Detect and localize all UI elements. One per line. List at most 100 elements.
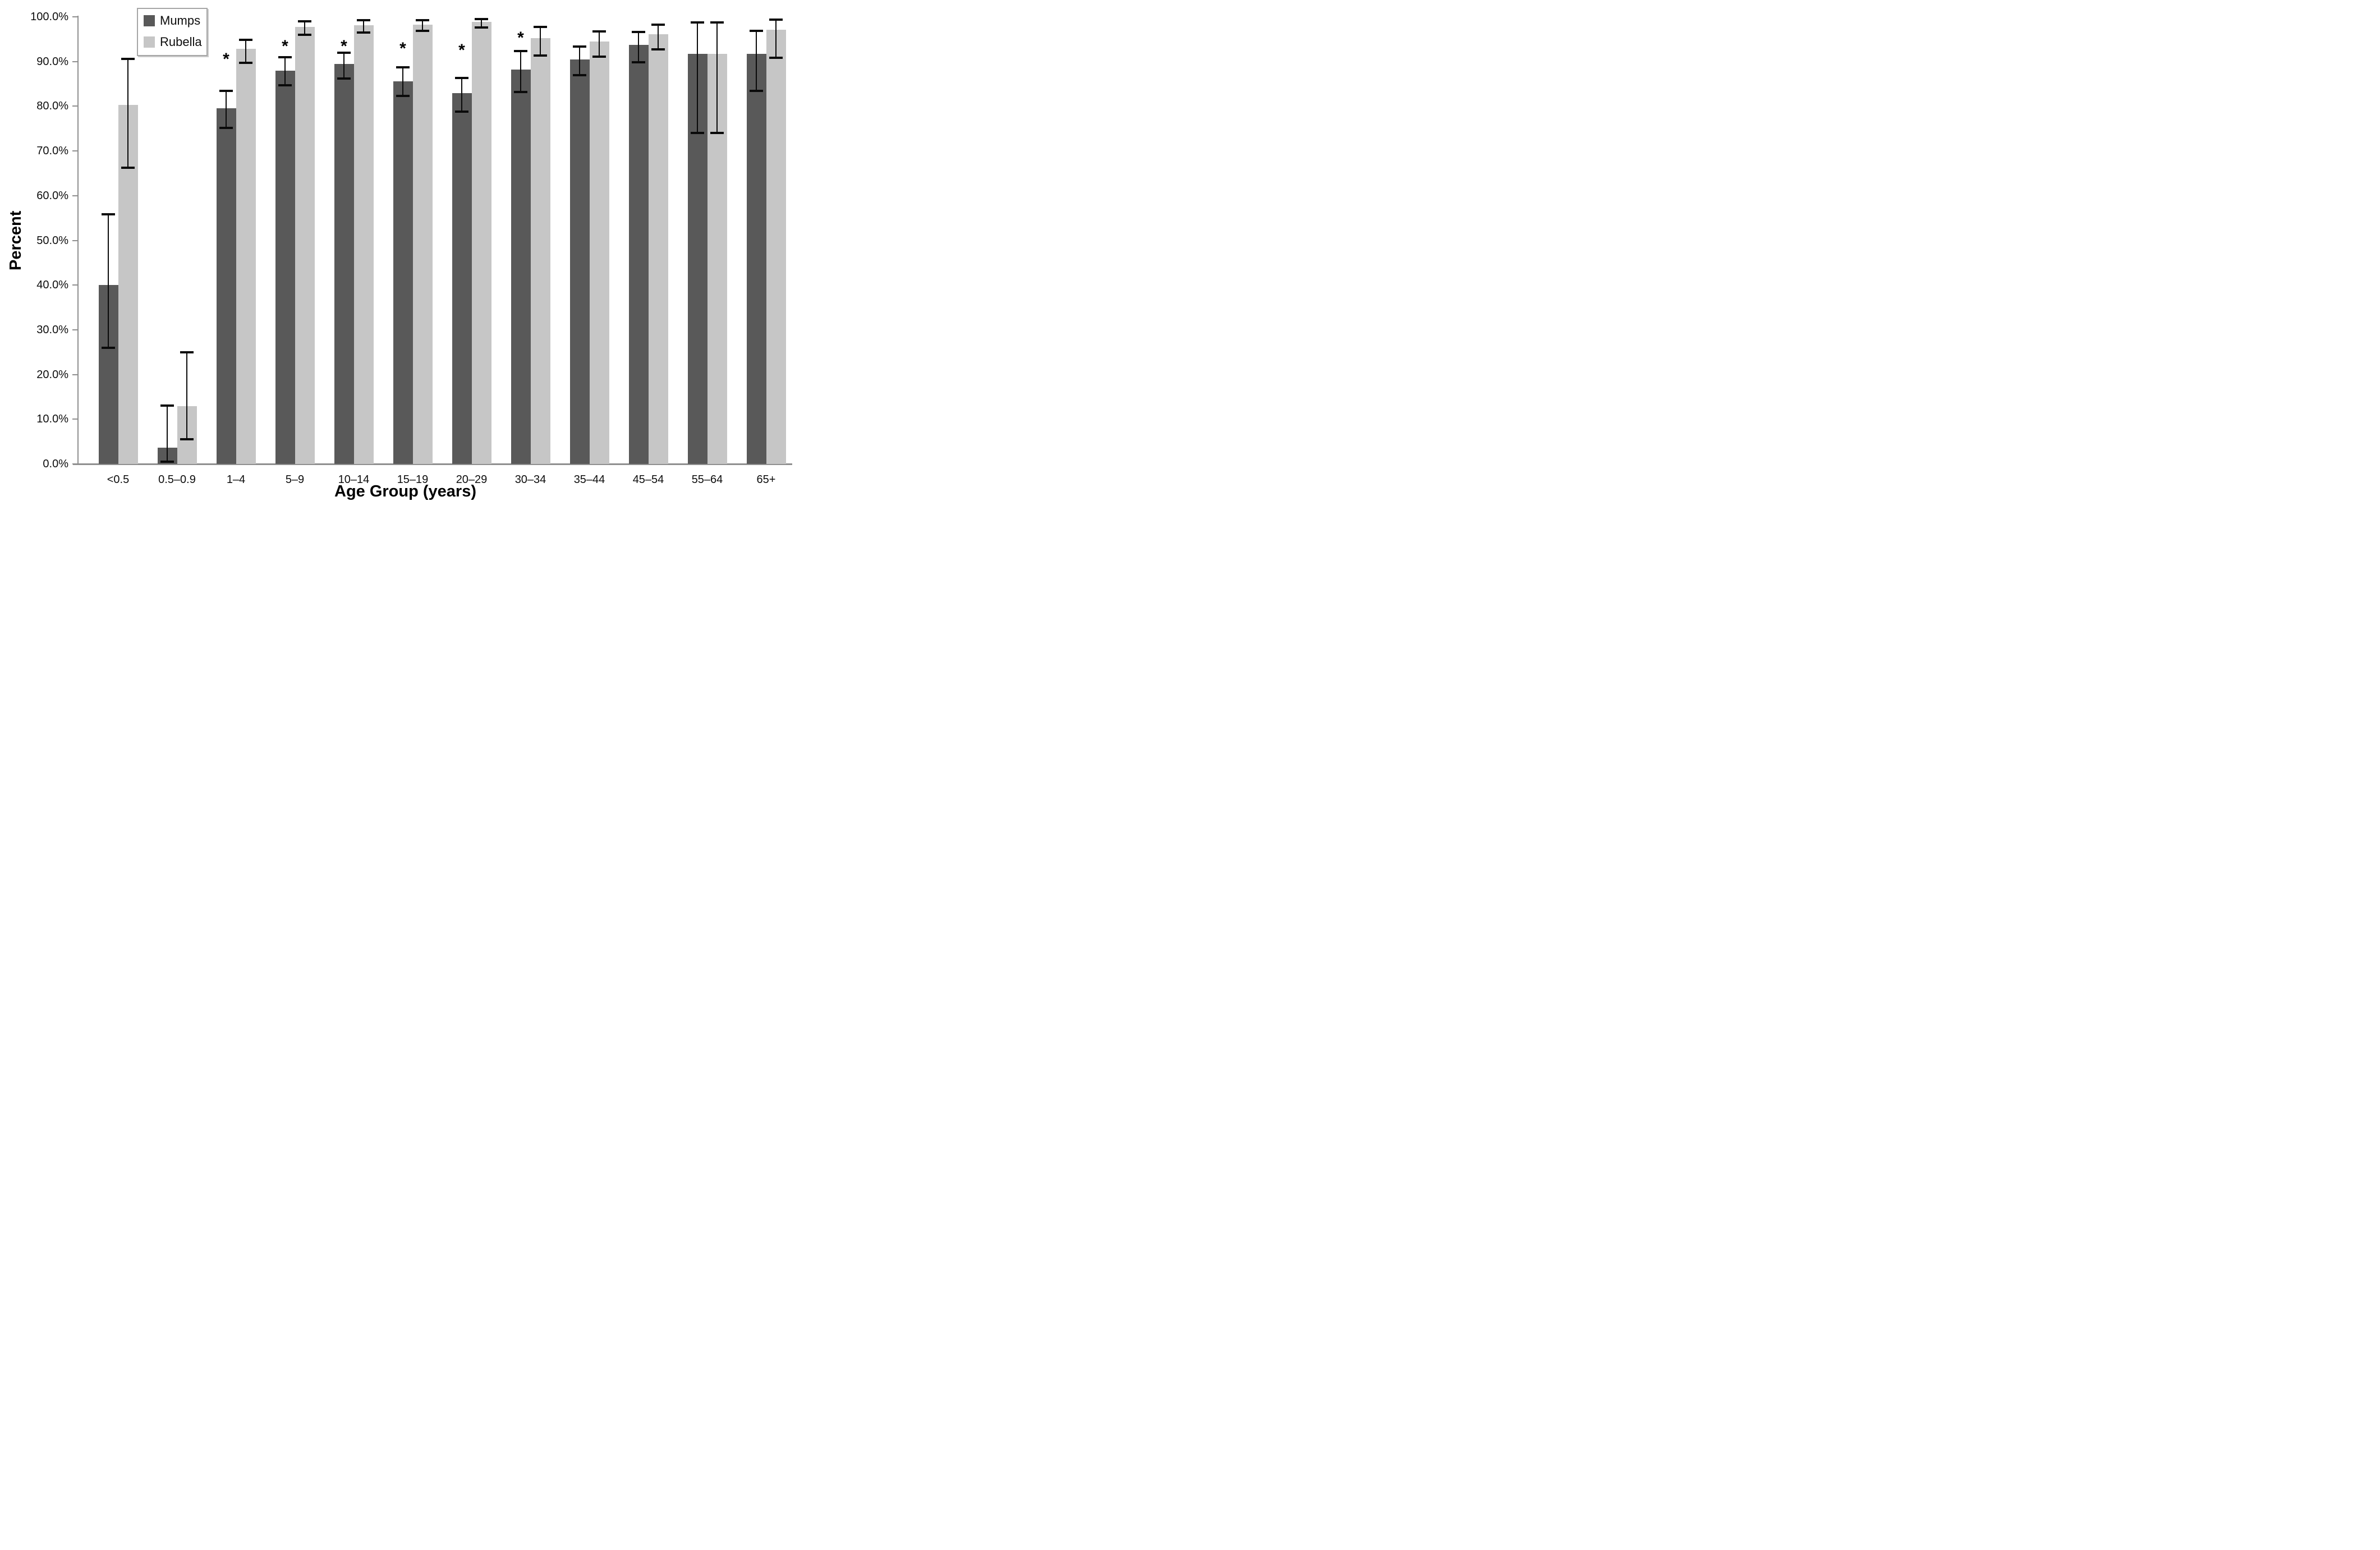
x-tick-label: 1–4 xyxy=(226,473,246,486)
error-bar-cap-bottom xyxy=(219,127,233,130)
error-bar-line xyxy=(775,19,777,58)
y-tick xyxy=(72,374,77,375)
error-bar-cap-top xyxy=(239,38,252,41)
error-bar-line xyxy=(422,20,423,31)
x-tick-label: 45–54 xyxy=(632,473,664,486)
error-bar-cap-top xyxy=(180,351,194,353)
y-tick xyxy=(72,61,77,62)
error-bar-cap-bottom xyxy=(102,346,115,349)
y-tick xyxy=(72,329,77,330)
x-tick-label: 10–14 xyxy=(338,473,370,486)
significance-asterisk: * xyxy=(517,29,524,48)
error-bar-line xyxy=(756,30,757,91)
error-bar-cap-top xyxy=(592,30,606,33)
error-bar-line xyxy=(461,78,462,112)
error-bar-cap-top xyxy=(278,56,292,58)
bar-mumps xyxy=(511,70,531,464)
error-bar-cap-bottom xyxy=(651,48,665,51)
error-bar-cap-top xyxy=(651,23,665,26)
error-bar-line xyxy=(304,21,305,35)
x-axis-line xyxy=(73,463,792,465)
error-bar-line xyxy=(599,31,600,57)
bar-mumps xyxy=(393,81,413,464)
error-bar-cap-bottom xyxy=(337,77,351,80)
error-bar-cap-top xyxy=(475,17,488,20)
error-bar-cap-bottom xyxy=(416,29,429,32)
error-bar-line xyxy=(520,50,521,92)
error-bar-line xyxy=(540,27,541,56)
error-bar-cap-bottom xyxy=(298,33,311,36)
error-bar-cap-bottom xyxy=(592,55,606,58)
legend-label-mumps: Mumps xyxy=(160,13,201,27)
bar-rubella xyxy=(295,26,315,464)
chart-canvas: Percent Age Group (years) 0.0% 10.0% 20.0%… xyxy=(0,0,793,517)
error-bar-line xyxy=(186,352,187,440)
error-bar-line xyxy=(579,47,580,76)
mumps-swatch-icon xyxy=(144,15,155,26)
error-bar-line xyxy=(638,32,639,63)
x-tick-label: 20–29 xyxy=(456,473,488,486)
y-tick-label: 10.0% xyxy=(36,413,68,426)
error-bar-cap-top xyxy=(632,31,645,34)
error-bar-line xyxy=(658,24,659,50)
y-axis-line xyxy=(77,16,79,464)
error-bar-cap-bottom xyxy=(514,90,527,93)
error-bar-cap-top xyxy=(416,19,429,22)
error-bar-cap-bottom xyxy=(475,26,488,29)
x-tick-label: 65+ xyxy=(756,473,776,486)
error-bar-line xyxy=(481,19,482,28)
error-bar-cap-top xyxy=(160,404,174,407)
error-bar-cap-top xyxy=(534,26,547,29)
y-tick xyxy=(72,195,77,196)
error-bar-cap-top xyxy=(219,90,233,93)
rubella-swatch-icon xyxy=(144,36,155,48)
x-tick-label: 15–19 xyxy=(397,473,429,486)
y-tick xyxy=(72,463,77,464)
error-bar-cap-bottom xyxy=(691,132,704,135)
y-tick-label: 0.0% xyxy=(43,458,68,470)
bar-rubella xyxy=(589,41,609,464)
bar-mumps xyxy=(452,93,472,464)
y-tick-label: 50.0% xyxy=(36,234,68,247)
bar-mumps xyxy=(569,59,590,464)
bar-rubella xyxy=(471,21,491,464)
error-bar-cap-bottom xyxy=(710,132,724,135)
error-bar-cap-bottom xyxy=(573,74,586,77)
significance-asterisk: * xyxy=(223,49,229,68)
y-tick-label: 90.0% xyxy=(36,55,68,68)
bar-mumps xyxy=(334,64,354,464)
legend-item-rubella: Rubella xyxy=(144,36,202,48)
y-tick xyxy=(72,240,77,241)
bar-rubella xyxy=(412,25,433,464)
error-bar-cap-top xyxy=(337,51,351,54)
bar-rubella xyxy=(648,34,668,464)
y-tick-label: 70.0% xyxy=(36,145,68,158)
significance-asterisk: * xyxy=(458,40,465,59)
error-bar-cap-bottom xyxy=(396,95,410,98)
error-bar-line xyxy=(716,22,718,134)
significance-asterisk: * xyxy=(341,36,347,56)
error-bar-cap-bottom xyxy=(180,438,194,441)
error-bar-line xyxy=(108,214,109,348)
y-tick-label: 30.0% xyxy=(36,323,68,336)
x-tick-label: 35–44 xyxy=(573,473,605,486)
bar-rubella xyxy=(530,38,550,464)
x-tick-label: 5–9 xyxy=(285,473,305,486)
error-bar-line xyxy=(245,39,246,63)
x-axis-title: Age Group (years) xyxy=(334,482,476,500)
error-bar-cap-top xyxy=(710,21,724,24)
error-bar-cap-bottom xyxy=(750,90,763,93)
legend-item-mumps: Mumps xyxy=(144,15,200,27)
error-bar-cap-top xyxy=(396,66,410,69)
bar-mumps xyxy=(216,108,236,464)
error-bar-cap-bottom xyxy=(239,62,252,65)
error-bar-cap-top xyxy=(102,213,115,216)
legend: Mumps Rubella xyxy=(137,8,208,56)
error-bar-cap-bottom xyxy=(632,61,645,64)
error-bar-line xyxy=(697,22,698,134)
bar-mumps xyxy=(275,70,295,464)
error-bar-cap-bottom xyxy=(769,57,783,59)
y-tick-label: 60.0% xyxy=(36,189,68,202)
error-bar-cap-bottom xyxy=(455,110,468,113)
error-bar-cap-top xyxy=(357,19,370,22)
